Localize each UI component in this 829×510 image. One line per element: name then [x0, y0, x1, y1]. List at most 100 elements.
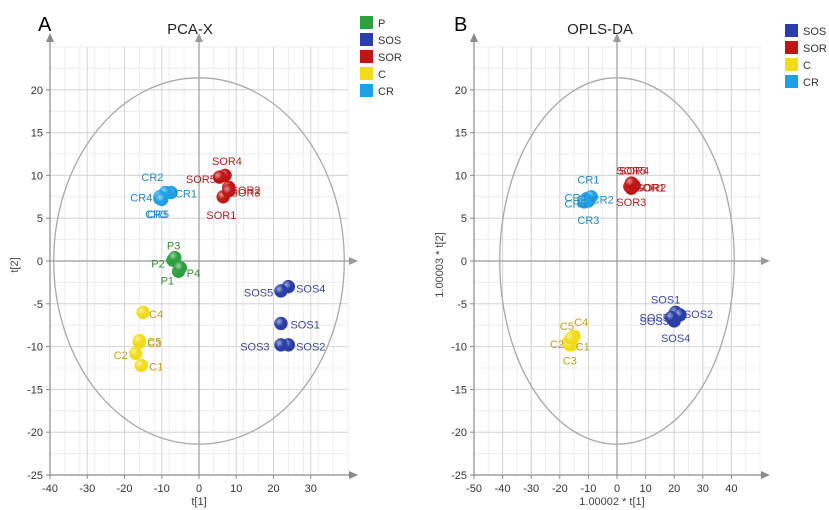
data-point-highlight	[132, 334, 146, 348]
point-label: P1	[161, 276, 174, 288]
x-tick-label: 30	[697, 483, 709, 495]
point-label: SOR5	[186, 174, 216, 186]
x-tick-label: 20	[668, 483, 680, 495]
y-tick-label: -15	[451, 384, 467, 396]
data-point-highlight	[168, 251, 182, 265]
y-tick-label: -10	[27, 342, 43, 354]
x-tick-label: 10	[230, 483, 242, 495]
x-tick-label: -10	[154, 483, 170, 495]
point-label: SOR4	[212, 156, 242, 168]
x-tick-label: 40	[725, 483, 737, 495]
y-tick-label: 20	[455, 85, 467, 97]
point-label: SOR1	[635, 182, 665, 194]
data-point-highlight	[577, 195, 591, 209]
legend-swatch	[785, 41, 798, 54]
x-tick-label: 0	[196, 483, 202, 495]
y-tick-label: 10	[31, 170, 43, 182]
legend-label: P	[378, 18, 385, 30]
data-point-highlight	[664, 310, 678, 324]
series-sos: SOS1 SOS2 SOS3 SOS4 SOS5	[640, 295, 714, 346]
point-label: CR1	[577, 175, 599, 187]
x-axis-end-arrow	[761, 471, 770, 479]
data-point-highlight	[624, 176, 638, 190]
panel-b-y-axis-label: 1.00003 * t[2]	[434, 232, 446, 297]
point-label: CR1	[175, 188, 197, 200]
point-label: C3	[147, 338, 161, 350]
point-label: C3	[563, 355, 577, 367]
y-axis-end-arrow	[46, 33, 54, 42]
legend-item-c: C	[360, 67, 386, 81]
y-axis-arrow	[195, 33, 203, 42]
point-label: SOS5	[640, 312, 669, 324]
data-point-highlight	[564, 331, 578, 345]
panel-a-x-axis-label: t[1]	[191, 496, 206, 508]
point-label: C4	[574, 317, 588, 329]
legend-label: C	[803, 60, 811, 72]
point-label: SOR2	[636, 182, 666, 194]
point-label: P4	[187, 268, 200, 280]
point-label: SOS1	[651, 295, 680, 307]
panel-a-y-axis-label: t[2]	[9, 257, 21, 272]
legend-item-c: C	[785, 58, 811, 72]
panel-a-ticks: -40 -30 -20 -10 0 10 20 30 -25 -20 -15 -10 -5 0 5 10 15 2…	[27, 85, 317, 495]
point-label: SOS5	[244, 288, 273, 300]
panel-b: B OPLS-DA SOS SOR C CR SOS1 SOS2 SOS3 SOS4 SOS5…	[434, 14, 827, 508]
x-tick-label: -30	[523, 483, 539, 495]
point-label: C1	[149, 361, 163, 373]
data-point-highlight	[134, 358, 148, 372]
data-point-highlight	[155, 192, 169, 206]
y-tick-label: 5	[37, 213, 43, 225]
y-tick-label: -10	[451, 342, 467, 354]
point-label: SOR3	[231, 188, 261, 200]
point-label: CR2	[141, 172, 163, 184]
legend-swatch	[785, 24, 798, 37]
point-label: C4	[149, 309, 163, 321]
legend-swatch	[360, 50, 373, 63]
panel-letter-a: A	[38, 14, 52, 36]
x-tick-label: -30	[79, 483, 95, 495]
legend-label: C	[378, 69, 386, 81]
y-tick-label: 5	[461, 213, 467, 225]
y-tick-label: -5	[33, 299, 43, 311]
x-tick-label: -10	[580, 483, 596, 495]
y-tick-label: 15	[31, 128, 43, 140]
legend-label: SOR	[378, 52, 402, 64]
x-axis-end-arrow	[349, 471, 358, 479]
legend-label: CR	[378, 86, 394, 98]
x-tick-label: -20	[117, 483, 133, 495]
point-label: CR2	[592, 194, 614, 206]
x-axis-arrow	[349, 257, 358, 265]
point-label: CR5	[147, 209, 169, 221]
point-label: CR4	[565, 193, 587, 205]
hotelling-ellipse	[53, 77, 345, 445]
point-label: SOR1	[206, 210, 236, 222]
data-point-highlight	[274, 284, 288, 298]
y-tick-label: -15	[27, 384, 43, 396]
data-point-highlight	[136, 305, 150, 319]
point-label: SOS1	[290, 319, 319, 331]
legend-swatch	[360, 16, 373, 29]
point-label: SOS4	[296, 283, 325, 295]
y-tick-label: -25	[27, 470, 43, 482]
x-tick-label: 10	[639, 483, 651, 495]
data-point-highlight	[212, 170, 226, 184]
hotelling-ellipse	[499, 77, 735, 445]
y-tick-label: -20	[451, 427, 467, 439]
y-tick-label: 0	[461, 256, 467, 268]
panel-a-legend: P SOS SOR C CR	[360, 16, 402, 98]
point-label: C2	[550, 339, 564, 351]
point-label: CR3	[577, 215, 599, 227]
legend-item-sor: SOR	[785, 41, 827, 55]
point-label: C5	[560, 321, 574, 333]
panel-a-axes	[46, 33, 358, 479]
x-tick-label: -40	[42, 483, 58, 495]
x-tick-label: 0	[614, 483, 620, 495]
legend-item-sor: SOR	[360, 50, 402, 64]
